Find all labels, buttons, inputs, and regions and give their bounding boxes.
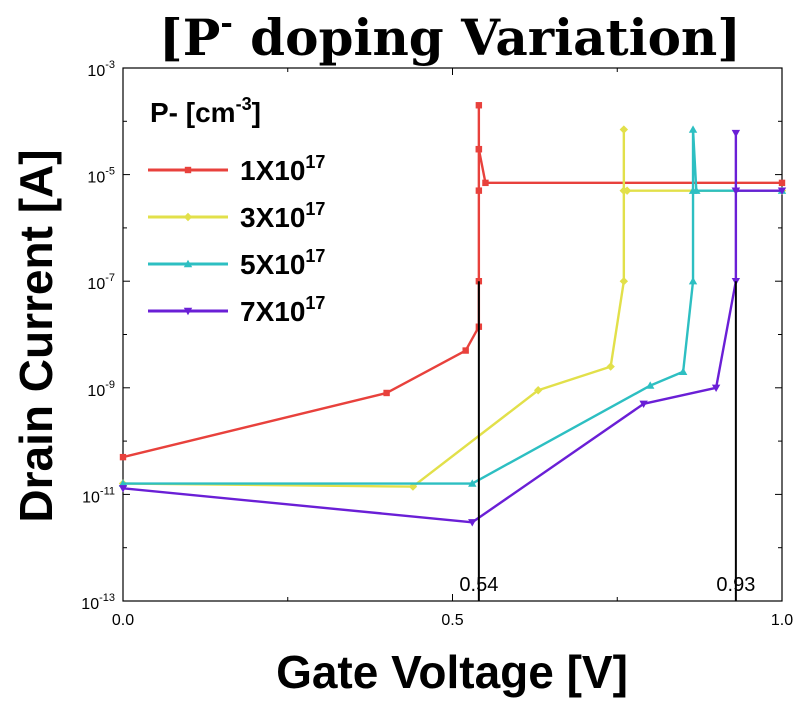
data-point — [678, 367, 688, 375]
data-point — [118, 479, 128, 487]
data-point — [688, 277, 698, 285]
legend-item: 5X1017 — [148, 246, 325, 280]
plot-area: 0.0 0.5 1.0 10-3 10-5 10-7 10-9 10-11 10-13 0.54 0… — [81, 59, 793, 629]
y-tick-label: 10-5 — [87, 166, 115, 187]
legend-label: 5X1017 — [240, 246, 325, 280]
data-point — [462, 347, 469, 354]
legend-title: P- [cm-3] — [150, 94, 261, 128]
legend-item: 7X1017 — [148, 293, 325, 327]
data-point — [475, 145, 483, 153]
annotation-label: 0.93 — [716, 574, 755, 596]
legend-label: 1X1017 — [240, 152, 325, 186]
legend-marker — [184, 166, 192, 174]
legend-marker — [183, 212, 193, 222]
legend: P- [cm-3] 1X1017 3X1017 5X1017 7X1017 — [148, 94, 325, 327]
data-point — [533, 386, 543, 395]
series-1 — [119, 102, 786, 461]
x-tick-label: 0.5 — [441, 612, 463, 629]
legend-item: 3X1017 — [148, 199, 325, 233]
data-point — [619, 277, 629, 286]
data-point — [383, 389, 390, 397]
data-point — [475, 102, 483, 109]
data-point — [619, 125, 629, 134]
data-point — [475, 187, 483, 194]
series-line — [122, 104, 782, 459]
series-2 — [118, 125, 787, 491]
data-point — [777, 187, 787, 195]
legend-marker — [183, 259, 193, 268]
y-tick-label: 10-13 — [81, 592, 115, 613]
x-axis-title: Gate Voltage [V] — [276, 646, 628, 698]
y-tick-label: 10-9 — [87, 379, 115, 400]
data-point — [622, 186, 632, 195]
data-point — [119, 453, 127, 461]
data-point — [639, 400, 648, 409]
data-point — [711, 384, 721, 392]
legend-label: 3X1017 — [240, 199, 325, 233]
y-axis-title: Drain Current [A] — [10, 149, 62, 522]
data-point — [731, 129, 741, 138]
annotation-label: 0.54 — [459, 574, 498, 596]
data-point — [688, 125, 698, 133]
data-point — [468, 479, 477, 487]
series-3 — [118, 125, 787, 487]
y-tick-label: 10-7 — [87, 272, 115, 293]
y-tick-label: 10-3 — [87, 59, 115, 80]
x-tick-label: 0.0 — [112, 612, 134, 629]
legend-label: 7X1017 — [240, 293, 325, 327]
data-point — [606, 362, 615, 371]
y-tick-label: 10-11 — [82, 485, 115, 506]
data-point — [118, 485, 128, 493]
data-point — [468, 519, 477, 527]
data-point — [692, 186, 701, 194]
legend-item: 1X1017 — [148, 152, 325, 186]
series-4 — [118, 129, 787, 527]
data-point — [731, 187, 741, 195]
x-tick-label: 1.0 — [771, 612, 793, 629]
chart-title: [P- doping Variation] — [159, 6, 741, 67]
data-point — [646, 381, 655, 389]
data-point — [482, 179, 489, 187]
legend-marker — [183, 307, 193, 316]
data-point — [778, 179, 786, 187]
